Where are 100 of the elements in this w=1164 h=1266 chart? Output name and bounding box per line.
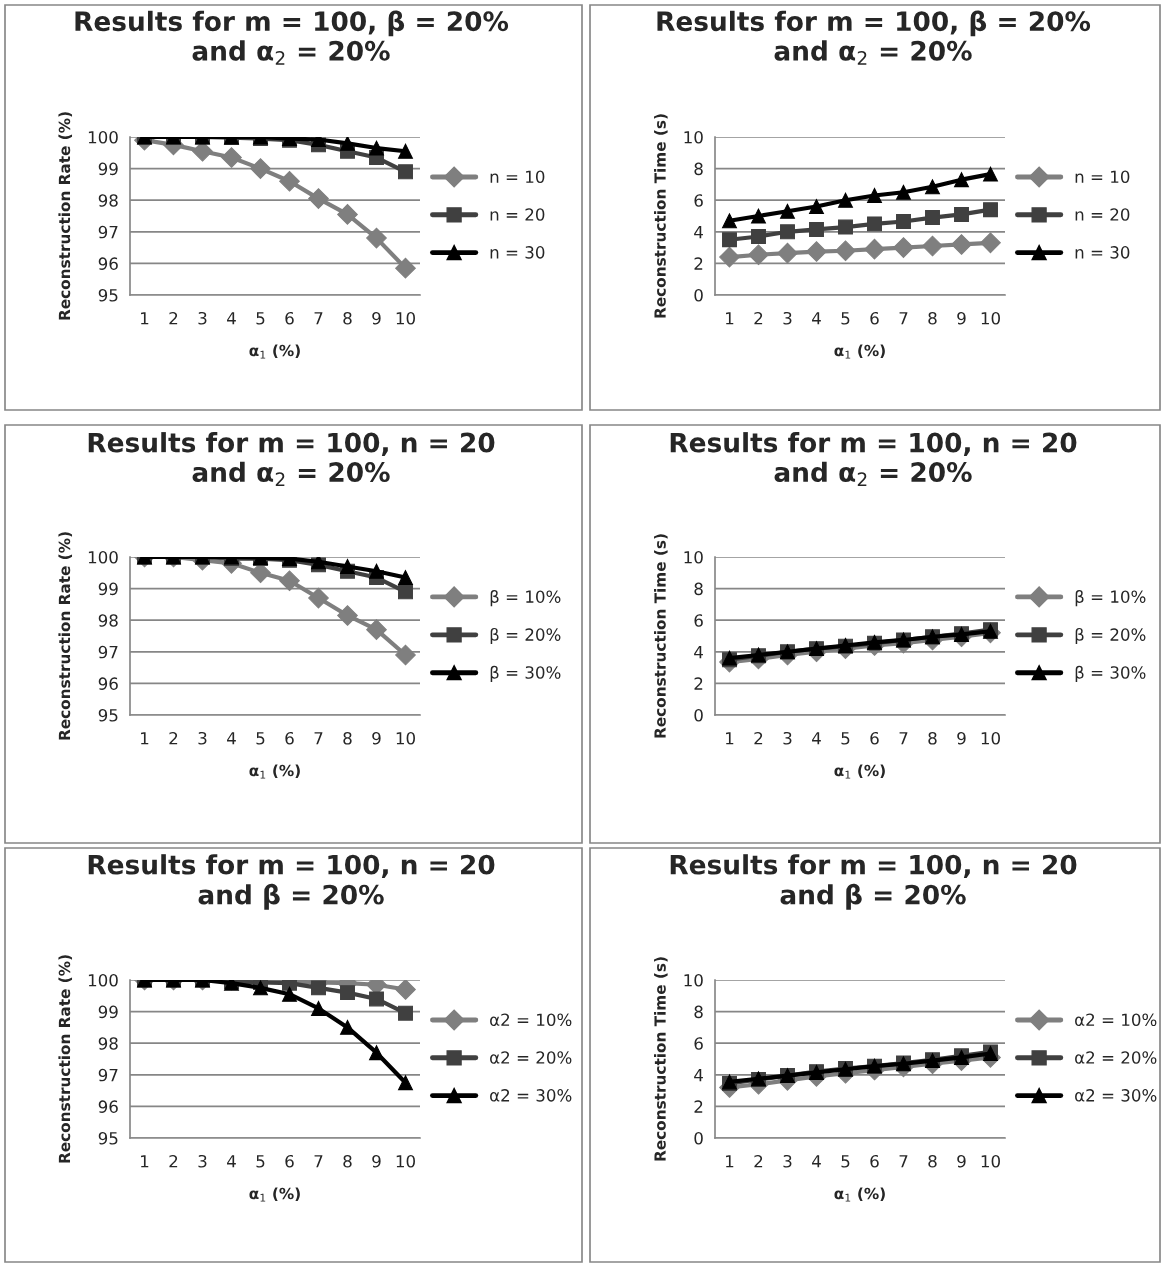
x-tick-label: 2	[169, 731, 178, 745]
x-tick-label: 5	[841, 312, 850, 325]
y-tick-label: 98	[98, 194, 118, 207]
x-tick-label: 8	[343, 731, 352, 745]
x-axis-title: α$_{1}$ (%)	[834, 1187, 885, 1202]
x-tick-label: 2	[754, 731, 763, 745]
legend-label: n = 20	[1075, 208, 1130, 221]
x-tick-label: 5	[841, 1155, 850, 1168]
y-tick-label: 98	[98, 1037, 118, 1050]
legend-label: β = 30%	[490, 665, 561, 683]
x-tick-label: 2	[169, 1154, 178, 1168]
x-tick-label: 10	[396, 1154, 415, 1168]
x-axis-title: α$_{1}$ (%)	[249, 344, 300, 359]
x-tick-label: 8	[928, 1154, 937, 1168]
y-tick-label: 98	[98, 614, 118, 627]
x-tick-label: 1	[726, 732, 734, 745]
y-tick-label: 95	[98, 1131, 118, 1145]
y-tick-label: 2	[694, 1100, 703, 1113]
x-tick-label: 9	[957, 731, 966, 745]
x-axis-title: α$_{1}$ (%)	[834, 344, 885, 359]
x-tick-label: 1	[141, 312, 149, 325]
x-tick-label: 6	[870, 1154, 879, 1168]
x-tick-label: 1	[726, 1155, 734, 1168]
legend-label: α2 = 20%	[490, 1051, 572, 1064]
x-tick-label: 3	[198, 1154, 207, 1168]
legend-label: β = 20%	[1075, 627, 1146, 645]
y-tick-label: 6	[694, 194, 703, 207]
x-tick-label: 4	[812, 732, 821, 745]
legend-label: α2 = 30%	[1075, 1089, 1157, 1102]
y-tick-label: 10	[684, 550, 703, 564]
x-axis-title: α$_{1}$ (%)	[249, 764, 300, 779]
x-tick-label: 3	[783, 311, 792, 325]
x-tick-label: 7	[314, 312, 323, 325]
chart-title: Results for m = 100, β = 20% and α$_{2}$ = 20%	[657, 10, 1091, 65]
x-tick-label: 7	[899, 1155, 908, 1168]
legend-label: β = 10%	[1075, 589, 1146, 607]
y-tick-label: 100	[88, 550, 118, 564]
chart-title: Results for m = 100, n = 20 and β = 20%	[670, 854, 1077, 910]
x-tick-label: 10	[396, 731, 415, 745]
y-tick-label: 100	[88, 130, 118, 144]
y-tick-label: 95	[98, 288, 118, 302]
y-tick-label: 96	[98, 257, 118, 270]
x-tick-label: 7	[899, 312, 908, 325]
y-axis-title: Reconstruction Time (s)	[654, 534, 668, 738]
legend-label: n = 20	[490, 208, 545, 221]
y-tick-label: 8	[694, 582, 703, 596]
y-tick-label: 97	[98, 645, 118, 659]
x-tick-label: 3	[783, 1154, 792, 1168]
y-tick-label: 8	[694, 1005, 703, 1019]
x-tick-label: 6	[870, 311, 879, 325]
legend-label: n = 30	[490, 246, 545, 259]
x-tick-label: 5	[841, 732, 850, 745]
y-axis-title: Reconstruction Rate (%)	[58, 112, 73, 320]
y-axis-title: Reconstruction Rate (%)	[58, 955, 73, 1163]
legend-label: α2 = 30%	[490, 1089, 572, 1102]
legend-label: β = 30%	[1075, 665, 1146, 683]
y-tick-label: 99	[98, 1005, 118, 1019]
y-tick-label: 8	[694, 162, 703, 176]
y-tick-label: 6	[694, 1037, 703, 1050]
x-tick-label: 9	[372, 1154, 381, 1168]
x-axis-title: α$_{1}$ (%)	[834, 764, 885, 779]
x-tick-label: 3	[198, 311, 207, 325]
y-tick-label: 6	[694, 614, 703, 627]
y-tick-label: 99	[98, 582, 118, 596]
y-tick-label: 0	[694, 288, 703, 302]
x-tick-label: 3	[783, 731, 792, 745]
x-tick-label: 6	[285, 311, 294, 325]
x-tick-label: 2	[754, 311, 763, 325]
legend-label: β = 20%	[490, 627, 561, 645]
legend-label: α2 = 10%	[490, 1013, 572, 1027]
x-tick-label: 5	[256, 312, 265, 325]
x-tick-label: 9	[957, 1154, 966, 1168]
x-tick-label: 8	[928, 731, 937, 745]
y-tick-label: 4	[694, 1068, 703, 1082]
x-tick-label: 8	[343, 311, 352, 325]
y-tick-label: 97	[98, 225, 118, 239]
x-tick-label: 5	[256, 1155, 265, 1168]
x-tick-label: 10	[396, 311, 415, 325]
x-tick-label: 4	[812, 1155, 821, 1168]
y-axis-title: Reconstruction Rate (%)	[58, 532, 73, 740]
y-tick-label: 4	[694, 645, 703, 659]
y-tick-label: 10	[684, 973, 703, 987]
y-tick-label: 96	[98, 1100, 118, 1113]
x-tick-label: 6	[285, 1154, 294, 1168]
x-tick-label: 1	[141, 1155, 149, 1168]
y-tick-label: 2	[694, 257, 703, 270]
legend-label: n = 30	[1075, 246, 1130, 259]
x-tick-label: 10	[981, 311, 1000, 325]
y-tick-label: 99	[98, 162, 118, 176]
x-tick-label: 7	[899, 732, 908, 745]
x-tick-label: 2	[754, 1154, 763, 1168]
y-tick-label: 10	[684, 130, 703, 144]
legend-label: β = 10%	[490, 589, 561, 607]
x-tick-label: 8	[343, 1154, 352, 1168]
chart-title: Results for m = 100, β = 20% and α$_{2}$ = 20%	[75, 10, 509, 65]
x-tick-label: 9	[957, 311, 966, 325]
x-tick-label: 1	[141, 732, 149, 745]
y-tick-label: 0	[694, 1131, 703, 1145]
x-tick-label: 4	[227, 1155, 236, 1168]
y-axis-title: Reconstruction Time (s)	[654, 957, 668, 1161]
